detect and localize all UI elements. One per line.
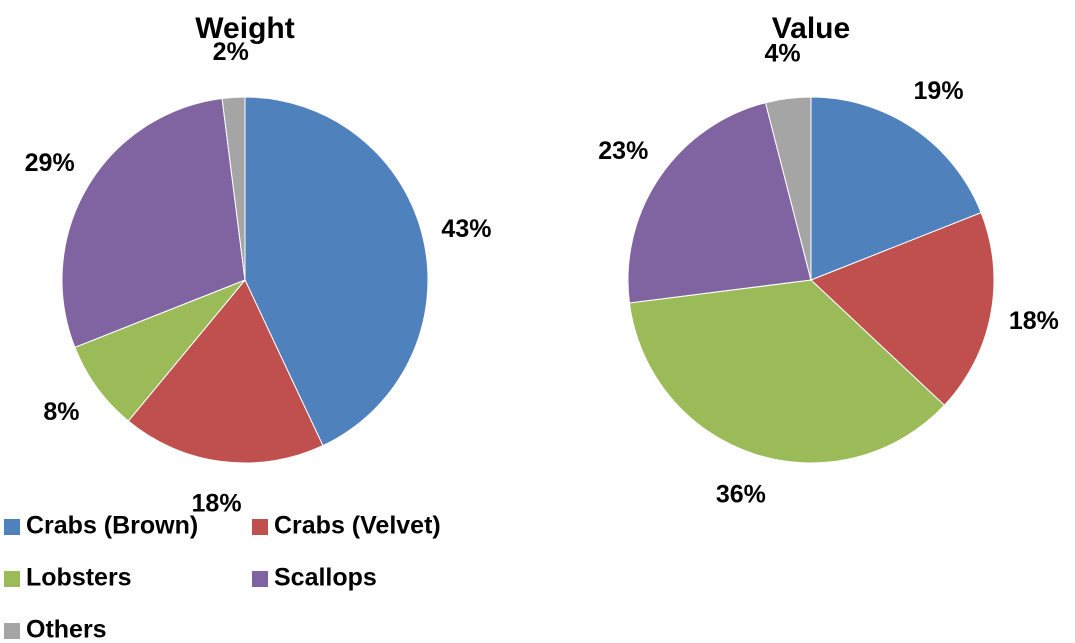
legend-swatch	[252, 519, 268, 535]
data-label: 43%	[441, 215, 491, 243]
legend-label: Crabs (Velvet)	[274, 512, 441, 540]
legend-label: Others	[26, 616, 107, 643]
data-label: 23%	[598, 137, 648, 165]
pie-slice	[74, 279, 246, 422]
legend-label: Lobsters	[26, 564, 132, 592]
legend-label: Scallops	[274, 564, 377, 592]
data-label: 2%	[213, 38, 249, 66]
legend-swatch	[4, 571, 20, 587]
legend-swatch	[4, 519, 20, 535]
data-label: 29%	[25, 149, 75, 177]
pie-slice	[244, 96, 429, 447]
chart-title: Value	[772, 12, 850, 45]
data-label: 8%	[43, 398, 79, 426]
data-label: 18%	[192, 490, 242, 518]
pie-slice	[627, 102, 812, 304]
chart-title: Weight	[195, 12, 294, 45]
data-label: 19%	[914, 77, 964, 105]
pie-slice	[221, 96, 246, 281]
legend-swatch	[252, 571, 268, 587]
legend-label: Crabs (Brown)	[26, 512, 198, 540]
pie-slice	[810, 211, 995, 406]
legend-swatch	[4, 623, 20, 639]
data-label: 18%	[1009, 307, 1059, 335]
pie-slice	[810, 96, 982, 281]
data-label: 4%	[764, 39, 800, 67]
pie-slice	[127, 279, 324, 464]
data-label: 36%	[716, 480, 766, 508]
pie-slice	[764, 96, 812, 281]
pie-slice	[628, 279, 946, 464]
pie-slice	[61, 97, 246, 349]
